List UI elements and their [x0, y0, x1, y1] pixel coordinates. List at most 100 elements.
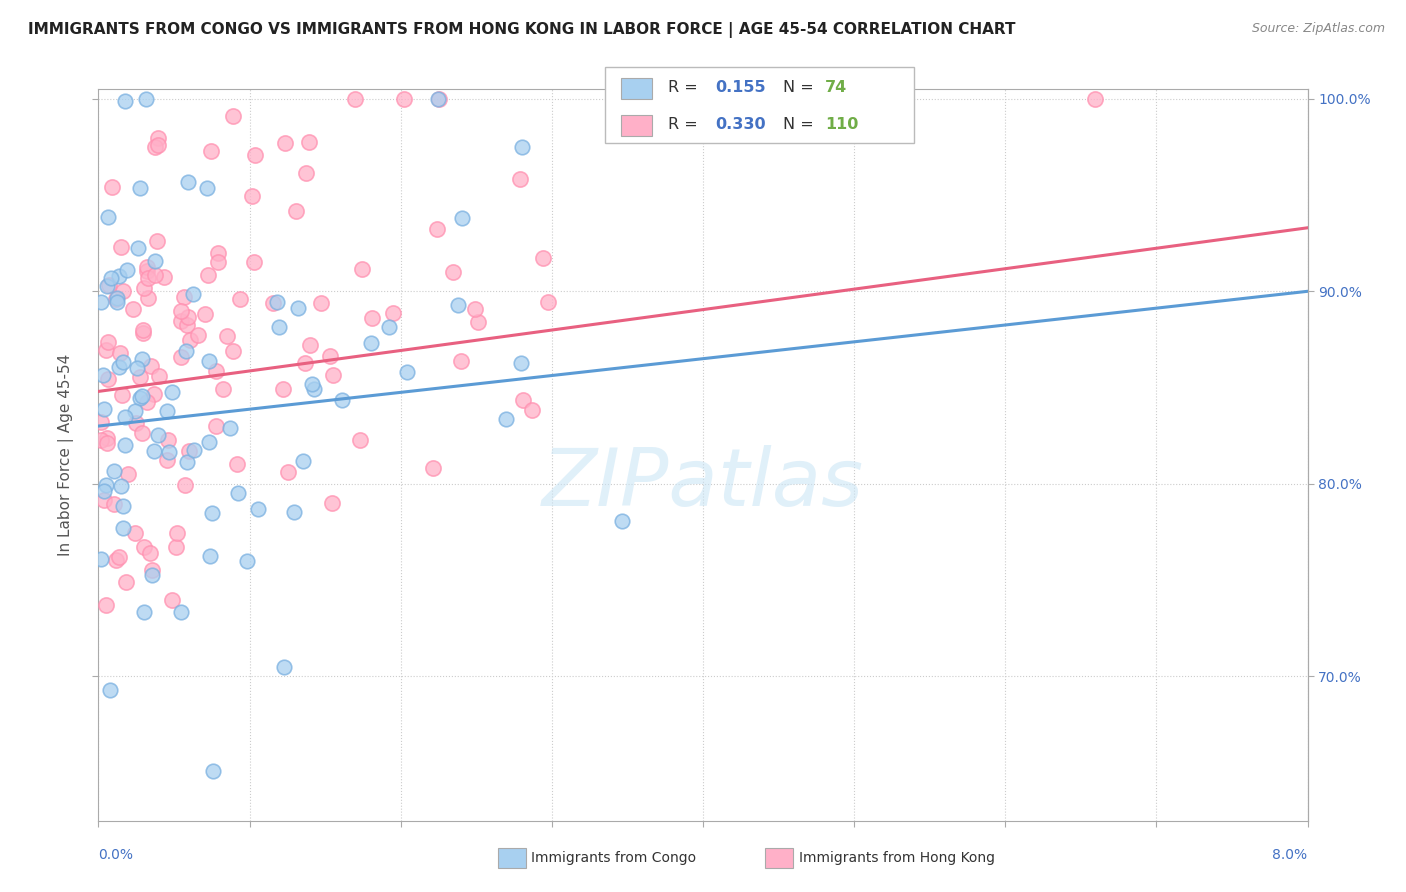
- Point: [200, 506, 222, 520]
- Point: [111, 355, 134, 369]
- Point: [173, 478, 195, 492]
- Point: [94, 478, 117, 492]
- Point: [143, 268, 166, 282]
- Point: [309, 296, 332, 310]
- Point: [91, 368, 114, 383]
- Point: [512, 393, 534, 408]
- Point: [103, 465, 125, 479]
- Point: [127, 241, 149, 255]
- Point: [246, 501, 269, 516]
- Point: [97, 210, 120, 224]
- Point: [145, 234, 167, 248]
- Text: N =: N =: [783, 118, 820, 132]
- Point: [271, 382, 294, 396]
- Point: [97, 278, 120, 293]
- Point: [194, 307, 217, 321]
- Point: [322, 368, 344, 382]
- Point: [129, 370, 152, 384]
- Point: [212, 382, 235, 396]
- Point: [274, 136, 297, 150]
- Point: [148, 137, 170, 152]
- Point: [176, 455, 198, 469]
- Point: [318, 349, 340, 363]
- Point: [136, 260, 159, 274]
- Point: [139, 359, 162, 373]
- Point: [361, 311, 384, 326]
- Point: [181, 286, 204, 301]
- Point: [349, 433, 371, 447]
- Point: [531, 251, 554, 265]
- Point: [117, 263, 139, 277]
- Point: [90, 552, 112, 566]
- Point: [141, 563, 163, 577]
- Point: [97, 334, 120, 349]
- Point: [160, 384, 183, 399]
- Point: [221, 343, 243, 358]
- Point: [226, 485, 249, 500]
- Point: [135, 92, 157, 106]
- Point: [93, 492, 115, 507]
- Point: [93, 401, 115, 416]
- Point: [156, 434, 179, 448]
- Point: [352, 262, 374, 277]
- Point: [90, 415, 112, 429]
- Point: [148, 368, 170, 383]
- Point: [143, 140, 166, 154]
- Point: [451, 211, 474, 226]
- Y-axis label: In Labor Force | Age 45-54: In Labor Force | Age 45-54: [58, 354, 75, 556]
- Point: [510, 139, 533, 153]
- Text: Source: ZipAtlas.com: Source: ZipAtlas.com: [1251, 22, 1385, 36]
- Point: [426, 222, 449, 236]
- Point: [299, 337, 322, 351]
- Point: [108, 268, 131, 283]
- Point: [160, 593, 183, 607]
- Point: [464, 301, 486, 316]
- Text: ZIPatlas: ZIPatlas: [541, 445, 865, 524]
- Point: [124, 526, 146, 541]
- Point: [304, 382, 326, 396]
- Point: [298, 135, 321, 149]
- Point: [426, 92, 449, 106]
- Point: [117, 467, 139, 482]
- Point: [124, 404, 146, 418]
- Point: [174, 344, 197, 359]
- Text: Immigrants from Congo: Immigrants from Congo: [531, 851, 696, 865]
- Point: [142, 443, 165, 458]
- Text: 74: 74: [825, 80, 848, 95]
- Point: [170, 303, 193, 318]
- Point: [187, 327, 209, 342]
- Text: N =: N =: [783, 80, 820, 95]
- Point: [156, 452, 179, 467]
- Point: [447, 298, 470, 312]
- Point: [277, 465, 299, 479]
- Point: [198, 435, 221, 450]
- Point: [495, 411, 517, 425]
- Point: [266, 294, 288, 309]
- Point: [215, 328, 238, 343]
- Point: [135, 264, 157, 278]
- Point: [129, 180, 152, 194]
- Point: [114, 438, 136, 452]
- Text: R =: R =: [668, 80, 703, 95]
- Point: [285, 203, 308, 218]
- Point: [176, 318, 198, 332]
- Point: [441, 264, 464, 278]
- Point: [100, 271, 122, 285]
- Point: [176, 310, 198, 325]
- Point: [136, 291, 159, 305]
- Point: [111, 499, 134, 513]
- Point: [146, 131, 169, 145]
- Point: [179, 444, 201, 458]
- Point: [103, 497, 125, 511]
- Point: [177, 176, 200, 190]
- Point: [173, 290, 195, 304]
- Point: [131, 389, 153, 403]
- Point: [240, 189, 263, 203]
- Point: [132, 605, 155, 619]
- Point: [132, 281, 155, 295]
- Point: [170, 314, 193, 328]
- Text: IMMIGRANTS FROM CONGO VS IMMIGRANTS FROM HONG KONG IN LABOR FORCE | AGE 45-54 CO: IMMIGRANTS FROM CONGO VS IMMIGRANTS FROM…: [28, 22, 1015, 38]
- Point: [121, 302, 143, 317]
- Point: [360, 336, 382, 351]
- Point: [283, 505, 305, 519]
